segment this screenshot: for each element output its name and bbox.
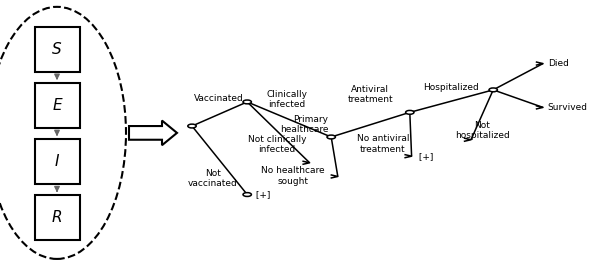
Text: I: I (55, 154, 59, 169)
Text: Not clinically
infected: Not clinically infected (248, 135, 307, 154)
FancyBboxPatch shape (35, 27, 79, 72)
Text: [+]: [+] (416, 152, 434, 161)
Text: [+]: [+] (253, 190, 271, 199)
Text: No healthcare
sought: No healthcare sought (261, 166, 325, 186)
Text: Survived: Survived (548, 103, 588, 112)
Text: S: S (52, 42, 62, 57)
Circle shape (188, 124, 196, 128)
FancyBboxPatch shape (35, 83, 79, 128)
Text: No antiviral
treatment: No antiviral treatment (356, 134, 409, 154)
Text: Not
vaccinated: Not vaccinated (188, 169, 238, 188)
Text: Vaccinated: Vaccinated (194, 94, 244, 103)
Text: Antiviral
treatment: Antiviral treatment (347, 85, 393, 104)
Text: Died: Died (548, 59, 569, 68)
Text: Primary
healthcare: Primary healthcare (280, 115, 328, 134)
Circle shape (406, 110, 414, 114)
FancyBboxPatch shape (35, 139, 79, 184)
Text: Clinically
infected: Clinically infected (266, 90, 307, 109)
Text: R: R (52, 210, 62, 225)
Text: Not
hospitalized: Not hospitalized (455, 121, 510, 140)
Text: E: E (52, 98, 62, 113)
FancyBboxPatch shape (35, 195, 79, 241)
Circle shape (327, 135, 335, 139)
FancyArrow shape (129, 121, 177, 145)
Text: Hospitalized: Hospitalized (424, 83, 479, 92)
Circle shape (243, 193, 251, 196)
Circle shape (489, 88, 497, 92)
Circle shape (243, 100, 251, 104)
